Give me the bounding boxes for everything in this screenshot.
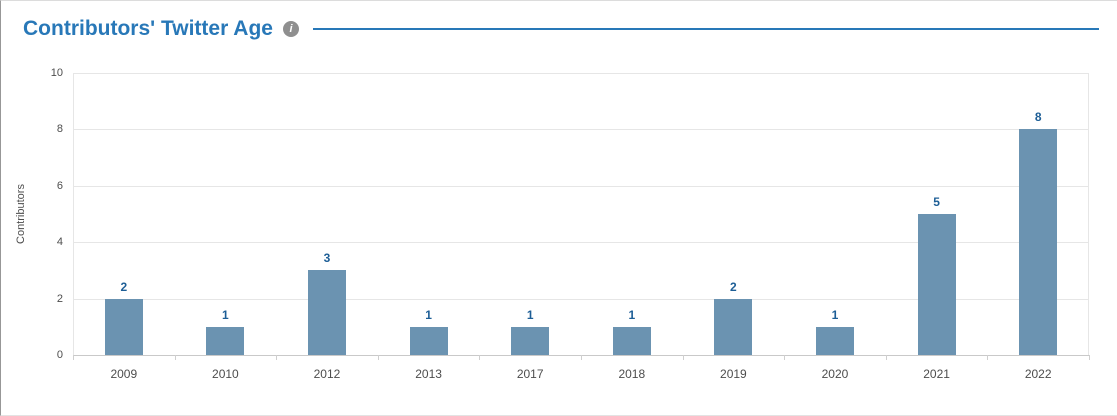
bar-value-label: 1 xyxy=(425,307,432,322)
bar-value-label: 8 xyxy=(1034,110,1042,125)
x-axis-tick xyxy=(581,355,582,360)
x-axis-tick xyxy=(479,355,481,360)
bar[interactable] xyxy=(206,326,245,355)
x-tick-label: 2019 xyxy=(720,367,747,381)
bar-value-label: 3 xyxy=(323,251,331,266)
x-tick-label: 2018 xyxy=(618,367,646,381)
bar[interactable] xyxy=(307,270,346,355)
y-tick-label: 10 xyxy=(50,67,63,79)
x-axis-tick xyxy=(1089,355,1090,360)
y-tick-label: 6 xyxy=(56,179,63,192)
panel-header: Contributors' Twitter Age i xyxy=(1,1,1117,41)
category-slot: 1 2020 xyxy=(784,73,886,381)
category-slot: 1 2017 xyxy=(479,73,581,381)
x-axis-tick xyxy=(784,355,786,360)
x-tick-label: 2009 xyxy=(110,367,138,381)
y-tick-label: 0 xyxy=(56,349,63,361)
x-tick-label: 2022 xyxy=(1024,367,1052,381)
x-tick-label: 2017 xyxy=(516,367,544,381)
bar-value-label: 1 xyxy=(222,307,229,322)
bar-value-label: 1 xyxy=(526,307,534,322)
bar[interactable] xyxy=(917,214,956,355)
x-axis-tick xyxy=(885,355,887,360)
header-divider-line xyxy=(312,28,1099,30)
bar[interactable] xyxy=(815,326,854,355)
category-slot: 2 2009 xyxy=(73,73,175,381)
bar-value-label: 1 xyxy=(831,307,839,322)
bar[interactable] xyxy=(714,298,753,355)
bar-value-label: 2 xyxy=(120,279,128,294)
category-slot: 5 2021 xyxy=(886,73,988,381)
bar-value-label: 1 xyxy=(628,307,636,322)
y-tick-label: 4 xyxy=(56,236,63,249)
gridline xyxy=(73,242,1089,244)
x-tick-label: 2012 xyxy=(313,367,341,381)
y-tick-label: 2 xyxy=(56,292,63,305)
x-axis-tick xyxy=(276,355,278,360)
category-slot: 3 2012 xyxy=(276,73,378,381)
x-axis-tick xyxy=(987,355,989,360)
x-axis-tick xyxy=(682,355,684,360)
x-tick-label: 2021 xyxy=(923,367,950,381)
bar-value-label: 2 xyxy=(730,279,737,294)
page-title: Contributors' Twitter Age xyxy=(23,17,273,40)
category-slot: 8 2022 xyxy=(987,73,1089,381)
bar[interactable] xyxy=(409,326,448,355)
y-axis-title: Contributors xyxy=(15,184,27,244)
x-axis-tick xyxy=(174,355,176,360)
x-tick-label: 2020 xyxy=(821,367,849,381)
bar-value-label: 5 xyxy=(933,195,940,209)
plot-area: Contributors 0 2 4 6 8 10 2 2009 1 2010 3 2012 1 2013… xyxy=(15,67,1090,381)
gridline xyxy=(73,73,1089,74)
gridline xyxy=(73,129,1089,131)
x-tick-label: 2010 xyxy=(212,367,239,381)
x-axis-tick xyxy=(377,355,379,360)
bar-chart: Contributors 0 2 4 6 8 10 2 2009 1 2010 3 2012 1 2013… xyxy=(1,59,1117,415)
gridline xyxy=(73,185,1089,187)
y-tick-label: 8 xyxy=(56,123,63,136)
gridline xyxy=(73,298,1089,300)
bar[interactable] xyxy=(104,298,143,355)
bar[interactable] xyxy=(612,326,651,355)
plot-right-edge xyxy=(1088,73,1089,355)
category-slot: 1 2010 xyxy=(175,73,277,381)
x-tick-label: 2013 xyxy=(415,367,442,381)
category-slot: 2 2019 xyxy=(683,73,785,381)
info-icon[interactable]: i xyxy=(282,21,299,37)
category-slot: 1 2013 xyxy=(378,73,480,381)
bar[interactable] xyxy=(511,326,550,355)
plot-left-edge xyxy=(73,73,74,355)
x-axis-tick xyxy=(73,355,74,360)
category-slot: 1 2018 xyxy=(581,73,683,381)
bar[interactable] xyxy=(1019,129,1058,355)
